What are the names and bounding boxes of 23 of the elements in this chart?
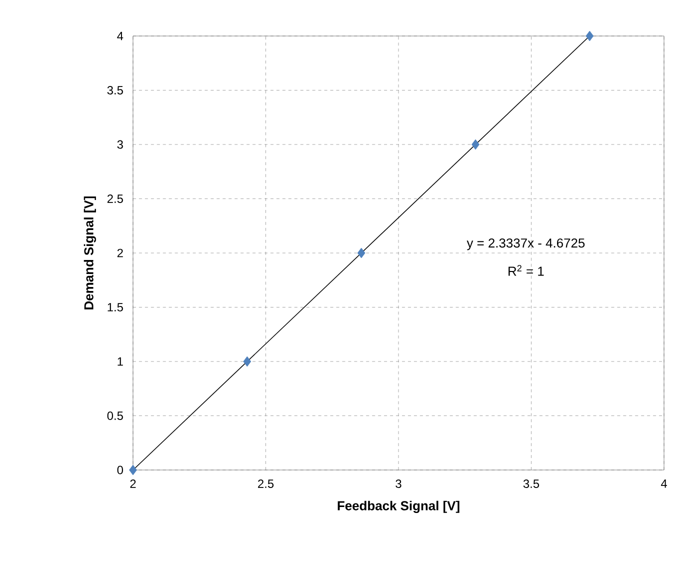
y-tick-label: 0.5 [107, 412, 123, 420]
y-tick-label: 1 [118, 357, 123, 366]
y-tick-label: 1.5 [108, 303, 123, 312]
y-axis-title: Demand Signal [V] [84, 196, 96, 310]
y-tick-label: 2 [117, 248, 123, 258]
x-axis-title: Feedback Signal [V] [338, 500, 460, 513]
point [586, 30, 594, 42]
point [472, 139, 480, 150]
x-tick-label: 4 [660, 480, 667, 488]
y-tick-label: 3 [117, 140, 123, 149]
x-tick-label: 3 [396, 480, 402, 488]
y-tick-label: 4 [117, 32, 124, 40]
annotation: R$^{2}$ = 1 [508, 265, 544, 276]
x-tick-label: 3.5 [523, 480, 540, 488]
y-tick-label: 3.5 [107, 86, 123, 94]
point [129, 464, 137, 476]
x-tick-label: 2.5 [258, 480, 274, 488]
point [243, 356, 252, 367]
y-tick-label: 0 [117, 466, 124, 474]
x-tick-label: 2 [130, 480, 136, 488]
point [357, 248, 366, 258]
y-tick-label: 2.5 [107, 194, 123, 203]
annotation: y = 2.3337x - 4.6725 [466, 238, 585, 250]
